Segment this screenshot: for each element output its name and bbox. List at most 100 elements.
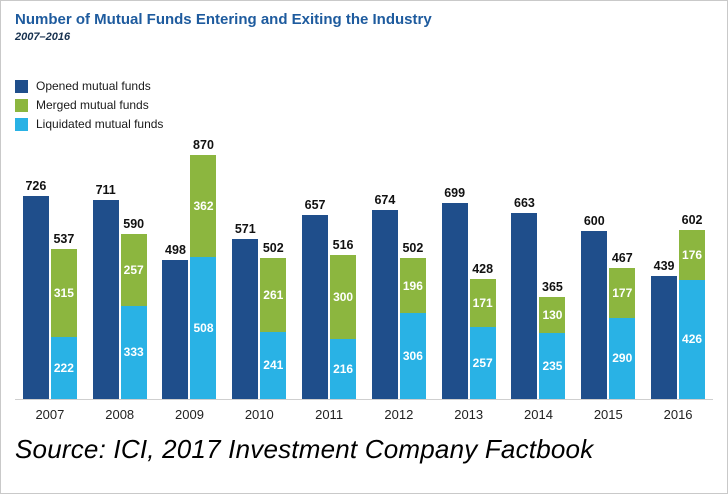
bar-group: 571 502 261 241 (224, 137, 294, 399)
legend: Opened mutual funds Merged mutual funds … (15, 79, 713, 131)
bar-column-opened: 726 (22, 178, 49, 399)
bar-column-stacked: 516 300 216 (330, 238, 357, 399)
opened-value-label: 674 (374, 193, 396, 208)
stacked-total-label: 365 (542, 279, 563, 294)
chart-title: Number of Mutual Funds Entering and Exit… (15, 11, 432, 28)
opened-value-label: 657 (304, 198, 326, 213)
stacked-total-label: 428 (472, 262, 494, 277)
x-axis-label: 2009 (175, 407, 204, 422)
stacked-total-label: 502 (402, 241, 424, 256)
stacked-total-label: 502 (262, 241, 284, 256)
bar-group: 711 590 257 333 (85, 137, 155, 399)
bar-column-stacked: 428 171 257 (469, 262, 496, 399)
stacked-total-label: 467 (611, 251, 633, 266)
opened-bar (302, 215, 329, 399)
merged-segment: 130 (539, 296, 566, 334)
stacked-total-label: 590 (123, 216, 145, 231)
bar-column-stacked: 870 362 508 (190, 138, 217, 399)
bar-group: 657 516 300 216 (294, 137, 364, 399)
merged-value-label: 130 (542, 308, 563, 322)
liquidated-segment: 216 (330, 338, 357, 399)
liquidated-segment: 508 (190, 256, 217, 399)
merged-segment: 362 (190, 155, 217, 257)
liquidated-segment: 333 (120, 305, 147, 399)
bar-column-opened: 699 (441, 186, 468, 399)
bar-group: 600 467 177 290 (573, 137, 643, 399)
opened-bar (22, 195, 49, 399)
legend-item-liquidated: Liquidated mutual funds (15, 117, 713, 131)
bar-column-opened: 439 (651, 259, 678, 399)
liquidated-value-label: 241 (263, 358, 284, 373)
merged-segment: 300 (330, 254, 357, 339)
opened-bar (92, 199, 119, 399)
merged-segment: 176 (679, 230, 706, 280)
x-axis-label: 2014 (524, 407, 553, 422)
opened-bar (371, 210, 398, 399)
liquidated-segment: 306 (399, 313, 426, 399)
merged-value-label: 362 (193, 199, 214, 214)
liquidated-value-label: 257 (472, 356, 493, 371)
opened-bar (441, 203, 468, 399)
merged-value-label: 171 (472, 296, 493, 311)
x-axis-label: 2007 (35, 407, 65, 422)
plot-area: 726 537 315 222 711 590 257 333 498 870 362 508 571 5… (15, 137, 713, 399)
merged-value-label: 315 (53, 285, 74, 300)
legend-item-merged: Merged mutual funds (15, 98, 713, 112)
bar-column-stacked: 537 315 222 (50, 232, 77, 399)
liquidated-value-label: 426 (682, 332, 703, 347)
chart-subtitle: 2007–2016 (15, 31, 71, 43)
liquidated-segment: 426 (679, 279, 706, 399)
bar-column-opened: 571 (232, 222, 259, 399)
legend-swatch-opened-icon (15, 79, 28, 93)
liquidated-value-label: 508 (193, 320, 214, 335)
merged-value-label: 196 (402, 278, 423, 293)
liquidated-value-label: 222 (53, 360, 74, 375)
x-axis-label: 2015 (593, 407, 623, 422)
opened-value-label: 726 (25, 178, 47, 193)
x-axis-label: 2012 (384, 407, 414, 422)
opened-value-label: 663 (514, 196, 535, 211)
bar-group: 439 602 176 426 (643, 137, 713, 399)
merged-segment: 315 (50, 248, 77, 337)
bar-group: 674 502 196 306 (364, 137, 434, 399)
opened-bar (232, 239, 259, 399)
x-axis: 2007 2008 2009 2010 2011 2012 2013 2014 2015 2016 (15, 399, 713, 422)
legend-label-opened: Opened mutual funds (36, 79, 151, 93)
opened-bar (162, 259, 189, 399)
liquidated-segment: 290 (609, 317, 636, 399)
liquidated-value-label: 333 (123, 345, 144, 360)
bar-column-opened: 663 (511, 196, 538, 399)
bar-column-stacked: 590 257 333 (120, 216, 147, 399)
bar-column-stacked: 365 130 235 (539, 279, 566, 399)
legend-swatch-merged-icon (15, 98, 28, 112)
x-axis-label: 2008 (105, 407, 135, 422)
liquidated-value-label: 290 (612, 351, 633, 366)
opened-value-label: 699 (444, 186, 466, 201)
liquidated-segment: 257 (469, 327, 496, 399)
opened-bar (511, 213, 538, 399)
merged-segment: 177 (609, 268, 636, 318)
x-axis-label: 2016 (663, 407, 693, 422)
opened-value-label: 600 (583, 214, 605, 228)
bar-column-stacked: 602 176 426 (679, 213, 706, 399)
source-caption: Source: ICI, 2017 Investment Company Fac… (15, 434, 594, 464)
opened-bar (581, 231, 608, 399)
liquidated-segment: 241 (260, 331, 287, 399)
opened-bar (651, 276, 678, 399)
x-axis-label: 2013 (454, 407, 484, 422)
merged-value-label: 177 (612, 286, 633, 301)
bar-column-stacked: 467 177 290 (609, 251, 636, 399)
merged-value-label: 176 (682, 248, 703, 263)
legend-label-liquidated: Liquidated mutual funds (36, 117, 164, 131)
stacked-total-label: 602 (681, 213, 703, 228)
legend-item-opened: Opened mutual funds (15, 79, 713, 93)
x-axis-label: 2011 (315, 407, 344, 422)
bar-column-opened: 657 (302, 198, 329, 399)
liquidated-segment: 222 (50, 336, 77, 399)
liquidated-segment: 235 (539, 333, 566, 399)
legend-swatch-liquidated-icon (15, 117, 28, 131)
bar-group: 699 428 171 257 (434, 137, 504, 399)
bar-group: 498 870 362 508 (155, 137, 225, 399)
liquidated-value-label: 235 (542, 359, 563, 374)
